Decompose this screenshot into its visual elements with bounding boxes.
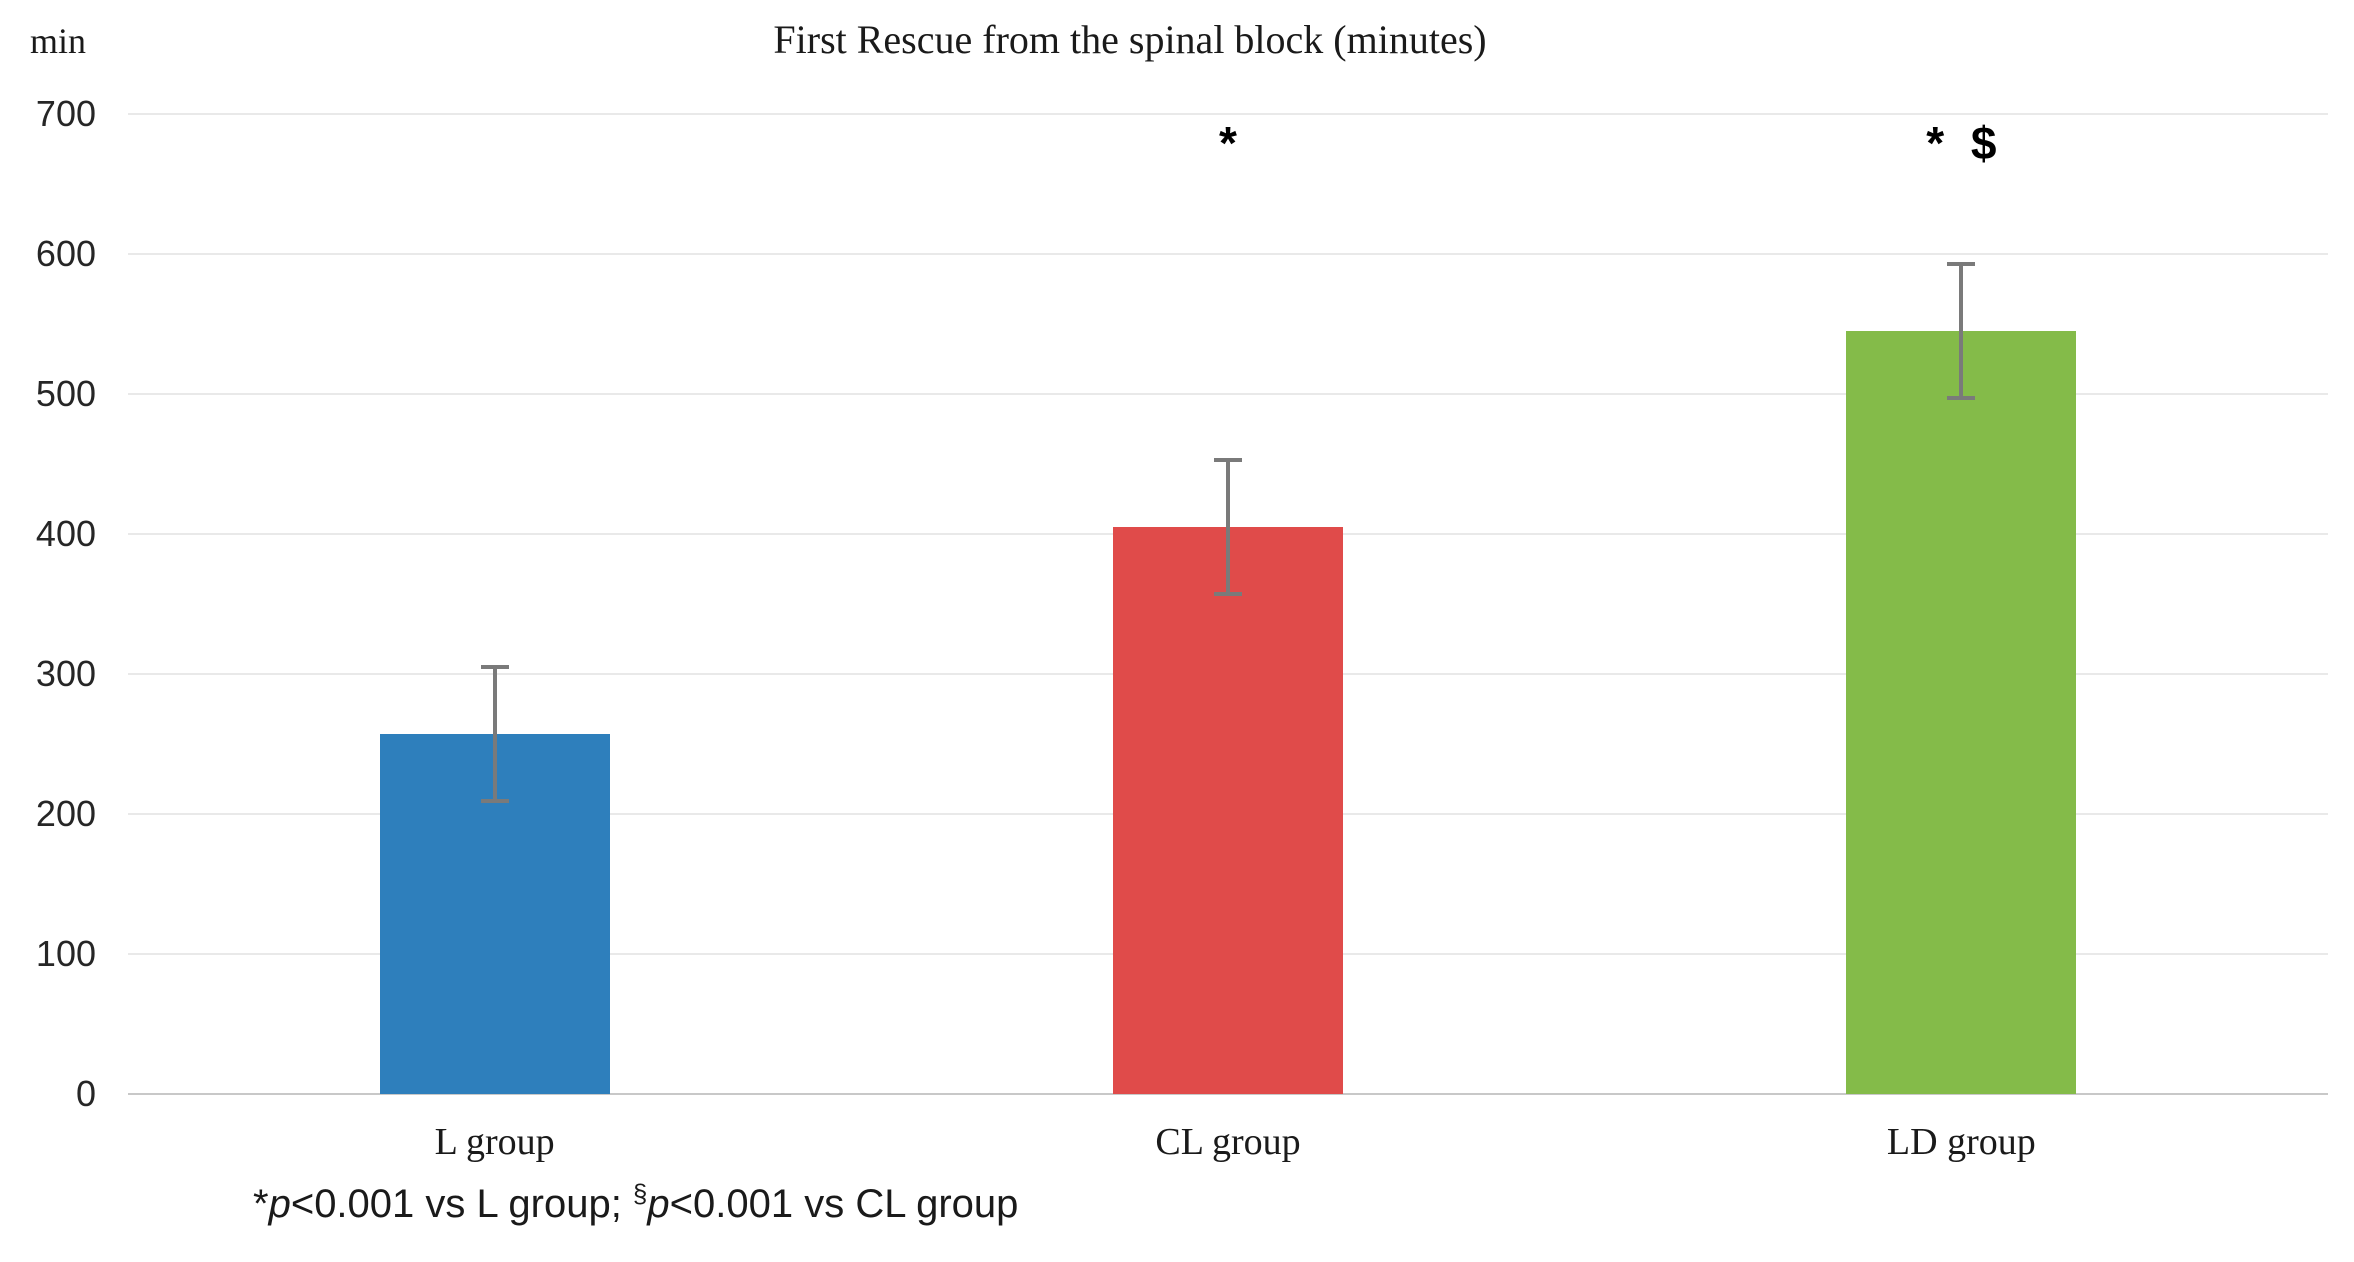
error-bar-cap-top <box>480 665 509 669</box>
bar-ld-group <box>1846 331 2077 1094</box>
chart-title: First Rescue from the spinal block (minu… <box>773 17 1487 62</box>
footnote-text-2: <0.001 vs CL group <box>669 1182 1019 1226</box>
significance-annotation-cl-group: * <box>1219 117 1237 169</box>
gridline <box>128 393 2328 395</box>
footnote-p-italic: p <box>268 1182 291 1226</box>
y-tick-label: 200 <box>35 793 96 834</box>
gridline <box>128 113 2328 115</box>
y-axis-unit-label: min <box>30 21 87 61</box>
error-bar-cap-bottom <box>480 799 509 804</box>
category-label-ld-group: LD group <box>1886 1121 2036 1163</box>
y-tick-label: 500 <box>35 373 96 414</box>
category-label-l-group: L group <box>434 1121 555 1163</box>
footnote-text-1: <0.001 vs L group; <box>290 1182 633 1226</box>
error-bar-cap-top <box>1947 261 1976 266</box>
error-bar-ld-group <box>1959 263 1964 399</box>
error-bar-cl-group <box>1226 459 1230 595</box>
y-tick-label: 600 <box>35 233 96 274</box>
significance-annotation-ld-group: * $ <box>1926 117 1997 169</box>
x-axis-line <box>128 1093 2328 1095</box>
significance-footnote: *p<0.001 vs L group; §p<0.001 vs CL grou… <box>253 1178 1019 1227</box>
category-label-cl-group: CL group <box>1155 1121 1301 1163</box>
y-tick-label: 300 <box>35 653 96 694</box>
y-tick-label: 700 <box>35 93 96 134</box>
y-tick-label: 0 <box>75 1073 96 1114</box>
error-bar-cap-bottom <box>1214 592 1242 597</box>
error-bar-l-group <box>492 667 497 802</box>
gridline <box>128 253 2328 255</box>
y-tick-label: 400 <box>35 513 96 554</box>
footnote-p-italic: p <box>647 1182 670 1226</box>
footnote-section-symbol: § <box>632 1178 648 1209</box>
bar-cl-group <box>1113 527 1343 1094</box>
error-bar-cap-bottom <box>1947 396 1976 401</box>
y-tick-label: 100 <box>35 933 96 974</box>
footnote-star: * <box>253 1182 269 1226</box>
error-bar-cap-top <box>1214 457 1242 462</box>
